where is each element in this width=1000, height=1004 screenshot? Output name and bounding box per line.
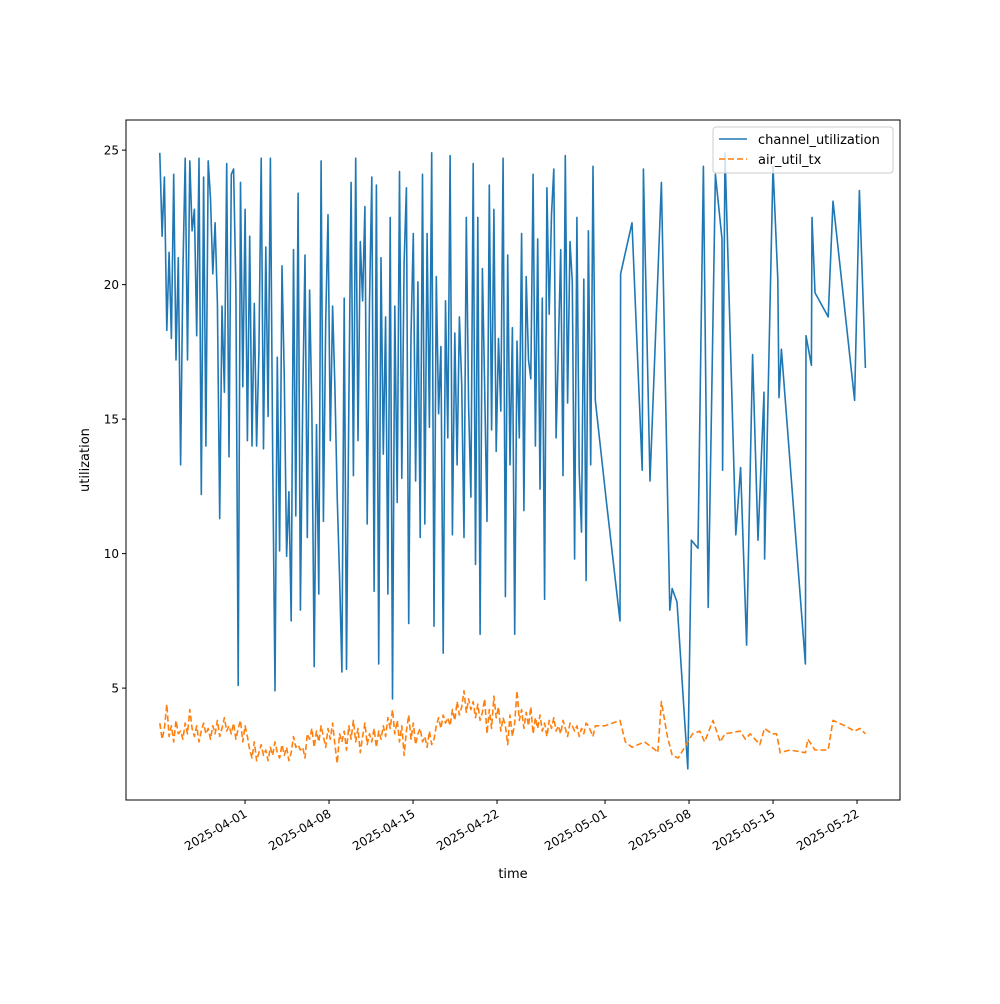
x-tick-label: 2025-04-08	[266, 806, 333, 853]
y-tick-label: 15	[104, 413, 119, 427]
y-tick-label: 20	[104, 278, 119, 292]
series-line-channel-utilization	[159, 152, 867, 770]
x-tick-label: 2025-05-08	[626, 806, 693, 853]
axes-frame	[125, 119, 901, 801]
y-tick-label: 25	[104, 144, 119, 158]
y-tick-label: 10	[104, 547, 119, 561]
x-tick-label: 2025-04-15	[350, 806, 417, 853]
legend-label-air-util-tx: air_util_tx	[758, 153, 822, 168]
x-axis-label: time	[498, 867, 527, 882]
x-tick-label: 2025-05-22	[794, 806, 861, 853]
legend-label-channel-utilization: channel_utilization	[758, 133, 880, 148]
legend-box	[712, 126, 894, 174]
legend: channel_utilization air_util_tx	[712, 126, 894, 174]
series-line-air-util-tx	[159, 690, 866, 765]
y-axis-label: utilization	[78, 428, 93, 492]
x-tick-label: 2025-04-22	[434, 806, 501, 853]
x-tick-label: 2025-05-01	[542, 806, 609, 853]
plot-lines	[159, 152, 867, 770]
x-tick-label: 2025-04-01	[182, 806, 249, 853]
x-axis: 2025-04-01 2025-04-08 2025-04-15 2025-04-22…	[182, 800, 862, 853]
y-tick-label: 5	[111, 682, 119, 696]
y-axis: 5 10 15 20 25	[104, 144, 126, 696]
x-tick-label: 2025-05-15	[710, 806, 777, 853]
